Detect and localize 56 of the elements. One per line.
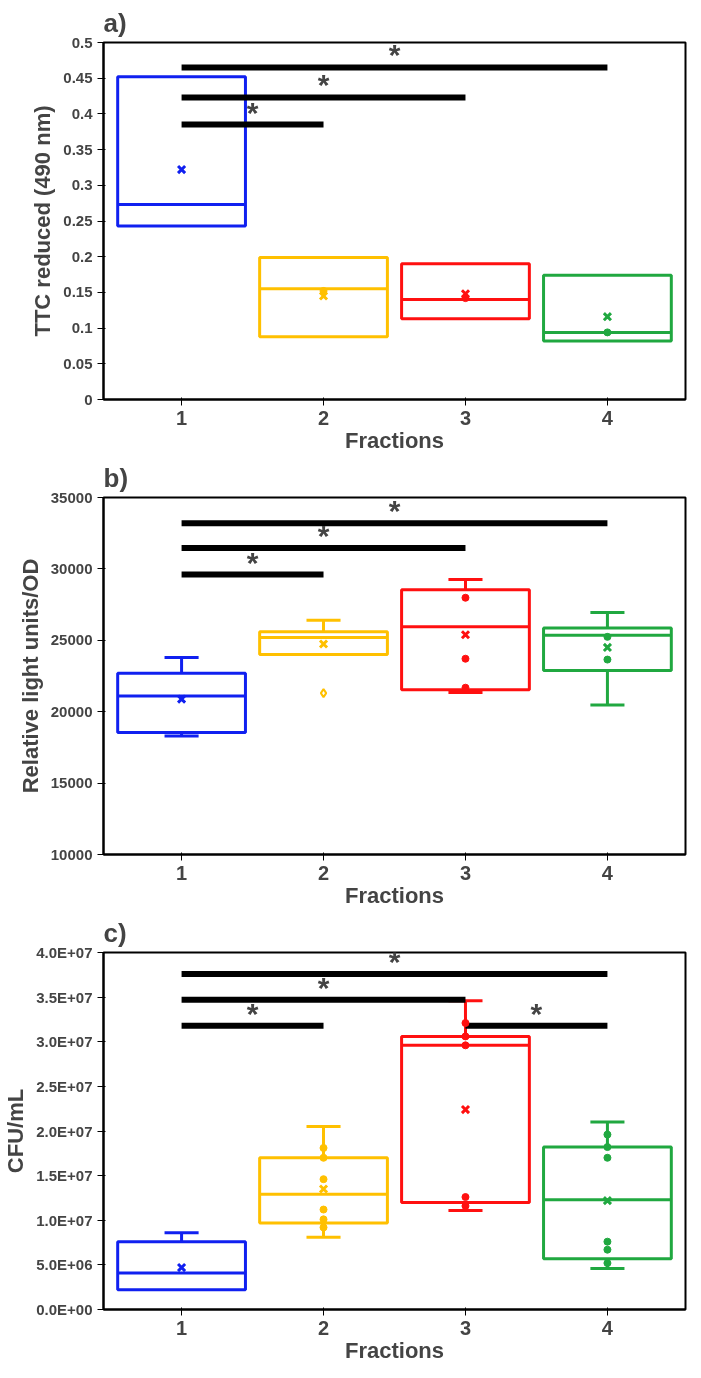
chart-title: a) — [103, 7, 127, 38]
y-tick-label: 0.25 — [63, 212, 93, 229]
x-tick-label: 4 — [601, 861, 614, 884]
annotation: * — [388, 494, 401, 528]
y-axis-title: TTC reduced (490 nm) — [30, 105, 56, 337]
y-tick-label: 0.4 — [71, 104, 94, 122]
y-tick-label: 3.0E+07 — [36, 1033, 93, 1051]
y-tick-label: 1.0E+07 — [36, 1211, 93, 1229]
y-tick-label: 0.0E+00 — [36, 1301, 93, 1318]
y-axis-title: Relative light units/OD — [17, 558, 43, 794]
x-tick-label: 3 — [459, 1316, 472, 1339]
annotation: * — [246, 996, 259, 1030]
x-tick-label: 2 — [317, 1316, 330, 1339]
y-tick-label: 3.5E+07 — [36, 988, 93, 1006]
y-tick-label: 5.0E+06 — [36, 1256, 93, 1274]
x-tick-label: 4 — [601, 1316, 614, 1339]
y-tick-label: 30000 — [50, 559, 93, 577]
annotation: * — [317, 68, 330, 102]
x-tick-label: 1 — [176, 1316, 188, 1339]
annotation: * — [246, 545, 259, 579]
y-tick-label: 4.0E+07 — [36, 944, 93, 961]
y-tick-label: 35000 — [50, 488, 93, 506]
x-axis-title: Fractions — [344, 1337, 445, 1363]
y-tick-label: 0.05 — [63, 354, 93, 372]
annotation: * — [388, 38, 401, 72]
y-tick-label: 2.0E+07 — [36, 1122, 93, 1140]
y-tick-label: 15000 — [50, 774, 93, 792]
y-tick-label: 0.15 — [63, 283, 93, 301]
y-tick-label: 0.45 — [63, 69, 93, 87]
y-tick-label: 1.5E+07 — [36, 1167, 93, 1185]
y-tick-label: 0.5 — [71, 33, 93, 51]
y-tick-label: 25000 — [50, 631, 93, 649]
annotation: * — [317, 970, 330, 1004]
x-tick-label: 3 — [459, 406, 472, 429]
chart-title: c) — [103, 917, 127, 948]
annotation: * — [317, 519, 330, 553]
chart-title: b) — [103, 462, 129, 493]
x-tick-label: 3 — [459, 861, 472, 884]
y-tick-label: 0.3 — [71, 176, 93, 194]
x-tick-label: 2 — [317, 861, 330, 884]
y-tick-label: 10000 — [50, 845, 93, 863]
annotation: * — [246, 95, 259, 129]
y-tick-label: 0.35 — [63, 140, 93, 158]
annotation: * — [530, 996, 543, 1030]
x-tick-label: 4 — [601, 406, 614, 429]
y-tick-label: 0.2 — [71, 247, 93, 265]
y-tick-label: 0 — [84, 390, 93, 408]
y-tick-label: 20000 — [50, 702, 93, 720]
x-tick-label: 1 — [176, 406, 188, 429]
x-axis-title: Fractions — [344, 427, 445, 453]
y-axis-title: CFU/mL — [3, 1088, 29, 1174]
y-tick-label: 2.5E+07 — [36, 1077, 93, 1095]
x-tick-label: 1 — [176, 861, 188, 884]
x-axis-title: Fractions — [344, 882, 445, 908]
x-tick-label: 2 — [317, 406, 330, 429]
y-tick-label: 0.1 — [71, 319, 93, 337]
